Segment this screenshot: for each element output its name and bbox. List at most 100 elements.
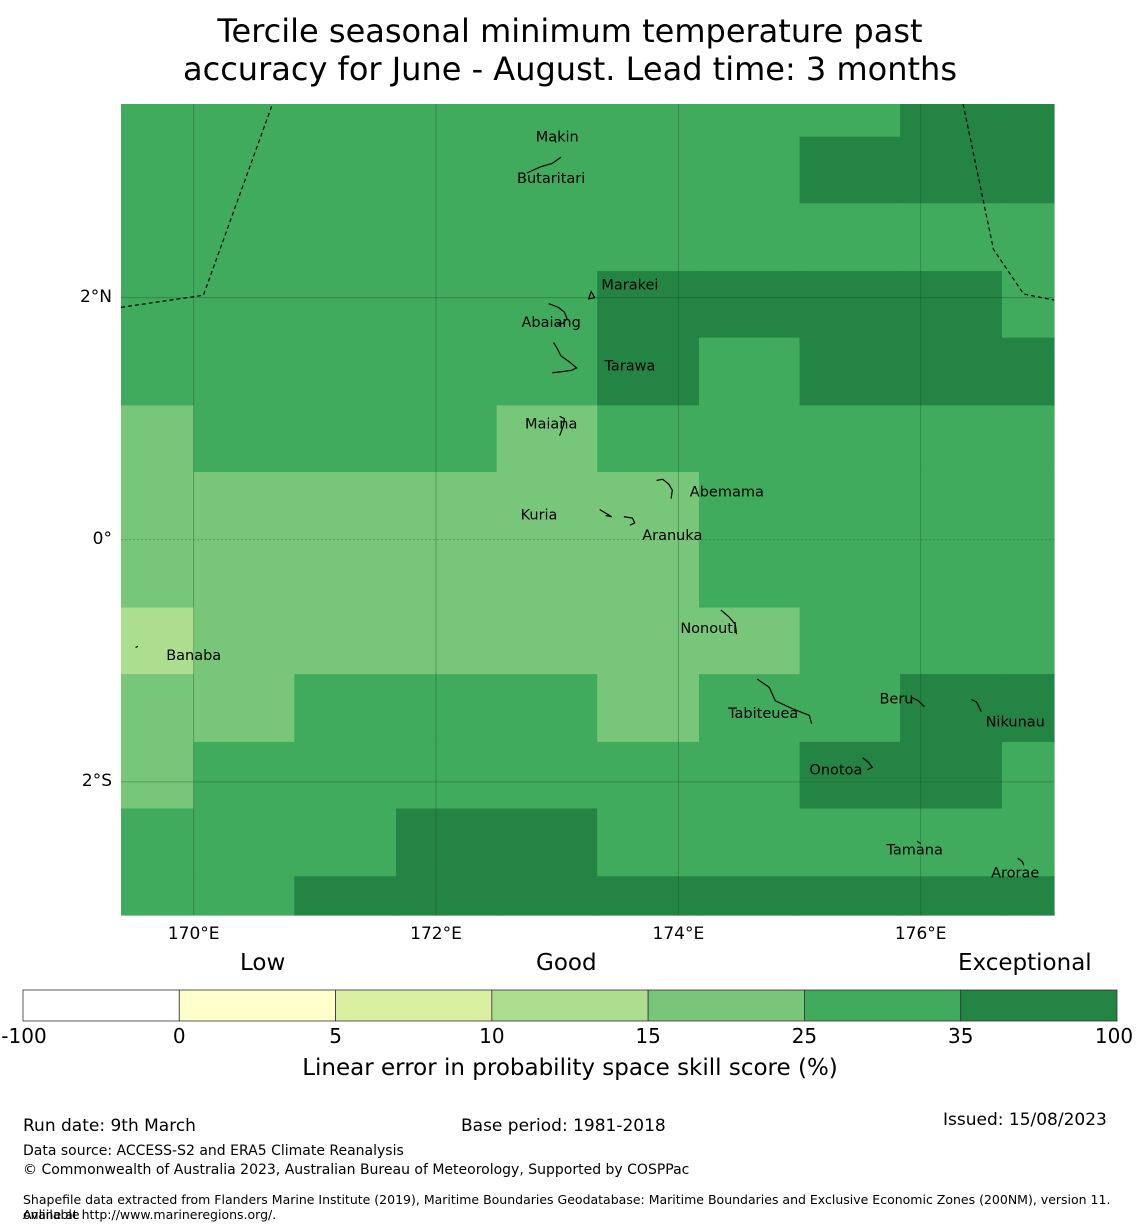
grid-cell (900, 271, 1003, 339)
grid-cell (698, 104, 801, 138)
grid-cell (1001, 876, 1055, 916)
grid-cell (698, 405, 801, 473)
island-label: Nonouti (680, 621, 737, 637)
grid-cell (294, 539, 397, 609)
run-date: Run date: 9th March (23, 1116, 196, 1136)
x-tick-label: 170°E (167, 924, 220, 944)
colorbar-swatch (178, 989, 336, 1022)
grid-cell (698, 203, 801, 272)
colorbar-swatch (335, 989, 493, 1022)
grid-cell (799, 203, 901, 272)
grid-cell (799, 808, 901, 877)
grid-cell (193, 674, 295, 743)
island-outline (756, 678, 813, 724)
grid-cell (799, 136, 901, 204)
grid-cell (121, 136, 195, 204)
grid-cell (396, 808, 498, 877)
grid-cell (193, 337, 295, 407)
grid-cell (121, 808, 195, 877)
grid-cell (597, 876, 700, 916)
grid-cell (496, 808, 598, 877)
grid-cell (496, 607, 598, 675)
grid-cell (1001, 808, 1055, 877)
island-outline (559, 415, 566, 436)
grid-cell (698, 471, 801, 541)
grid-cell (294, 271, 397, 339)
colorbar-tick-label: 15 (635, 1024, 661, 1048)
grid-cell (900, 808, 1003, 877)
grid-cell (900, 405, 1003, 473)
island-outline (862, 757, 874, 771)
grid-cell (597, 337, 700, 407)
colorbar-label: Linear error in probability space skill … (302, 1055, 838, 1081)
grid-cell (900, 876, 1003, 916)
grid-cell (294, 876, 397, 916)
island-label: Marakei (601, 277, 658, 293)
grid-cell (294, 136, 397, 204)
grid-cell (396, 876, 498, 916)
grid-cell (597, 539, 700, 609)
grid-cell (496, 203, 598, 272)
island-label: Abemama (690, 484, 764, 500)
skill-map: Makin Butaritari Marakei Abaiang Tarawa Maian… (120, 103, 1055, 916)
x-tick-label: 176°E (894, 924, 947, 944)
skill-grid (121, 104, 1055, 916)
grid-cell (121, 607, 195, 675)
island-outline (656, 478, 673, 499)
grid-cell (121, 337, 195, 407)
grid-cell (496, 674, 598, 743)
grid-cell (597, 104, 700, 138)
colorbar-category-low: Low (240, 950, 286, 976)
grid-cell (1001, 674, 1055, 743)
grid-cell (193, 876, 295, 916)
grid-cell (1001, 271, 1055, 339)
grid-cell (698, 271, 801, 339)
grid-cell (799, 876, 901, 916)
colorbar-tick-label: 0 (172, 1024, 186, 1048)
island-label: Onotoa (809, 763, 862, 779)
grid-cell (698, 741, 801, 810)
grid-cell (698, 539, 801, 609)
grid-cell (799, 337, 901, 407)
grid-cell (193, 741, 295, 810)
grid-cell (698, 808, 801, 877)
title-line-1: Tercile seasonal minimum temperature pas… (217, 12, 923, 50)
grid-cell (121, 876, 195, 916)
grid-cell (396, 471, 498, 541)
island-outline (135, 645, 139, 649)
island-labels: Makin Butaritari Marakei Abaiang Tarawa Maian… (166, 130, 1045, 882)
colorbar-category-exceptional: Exceptional (958, 950, 1092, 976)
shapefile-credit-line-2: online at http://www.marineregions.org/. (23, 1207, 277, 1222)
island-outline (552, 342, 578, 374)
x-tick-label: 172°E (410, 924, 462, 944)
grid-cell (900, 471, 1003, 541)
grid-cell (1001, 405, 1055, 473)
grid-cell (193, 471, 295, 541)
grid-cell (1001, 607, 1055, 675)
grid-cell (799, 741, 901, 810)
grid-cell (294, 104, 397, 138)
base-period: Base period: 1981-2018 (461, 1116, 666, 1136)
eez-boundary-line (962, 103, 1055, 301)
grid-cell (496, 271, 598, 339)
grid-cell (193, 136, 295, 204)
island-label: Tamana (885, 843, 942, 859)
grid-cell (496, 136, 598, 204)
island-label: Banaba (166, 648, 221, 664)
grid-cell (698, 607, 801, 675)
island-label: Arorae (991, 866, 1039, 882)
x-tick-label: 174°E (652, 924, 705, 944)
island-label: Abaiang (521, 315, 580, 331)
eez-boundary-line (120, 103, 274, 308)
island-outline (623, 516, 636, 526)
grid-cell (121, 674, 195, 743)
grid-cell (294, 607, 397, 675)
grid-cell (121, 203, 195, 272)
grid-cell (597, 808, 700, 877)
data-source: Data source: ACCESS-S2 and ERA5 Climate … (23, 1143, 404, 1159)
island-label: Aranuka (642, 528, 702, 544)
colorbar-swatch (22, 989, 180, 1022)
grid-cell (1001, 741, 1055, 810)
grid-cell (1001, 539, 1055, 609)
grid-cell (1001, 136, 1055, 204)
